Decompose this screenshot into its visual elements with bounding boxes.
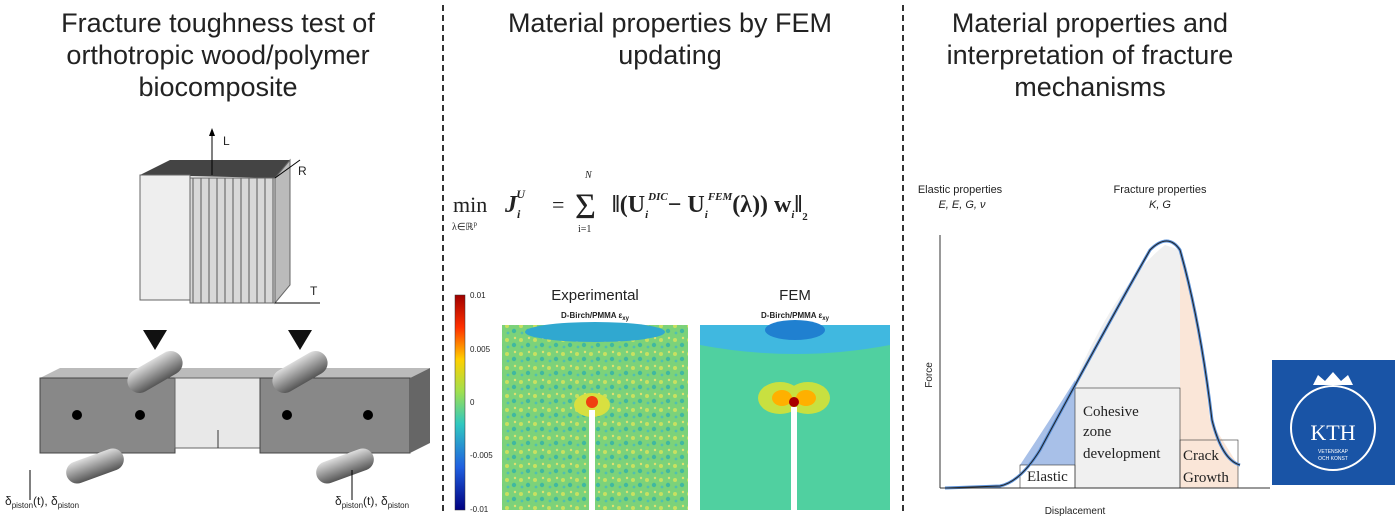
label: VETENSKAP (1318, 449, 1349, 455)
label: min (453, 192, 487, 217)
label: i=1 (578, 224, 591, 235)
label: zone (1083, 424, 1112, 440)
figure: Fracture toughness test of orthotropic w… (0, 0, 1399, 519)
label: N (584, 170, 593, 181)
label: Elastic (1027, 469, 1068, 485)
text-shape: ‖(UiDIC− UiFEM(λ)) wi‖2 (612, 191, 808, 223)
label: -0.01 (470, 505, 489, 514)
label: Elastic properties (918, 184, 1003, 196)
label: (t), δ (363, 494, 388, 508)
label: Growth (1183, 470, 1229, 486)
label: ‖(U (612, 192, 645, 218)
rect-shape (791, 407, 797, 510)
label: Crack (1183, 448, 1219, 464)
label: D-Birch/PMMA ε (761, 311, 822, 320)
label: Fracture toughness test of (61, 8, 375, 38)
ellipse-shape (765, 320, 825, 340)
rect-shape (455, 295, 465, 510)
circle-shape (282, 410, 292, 420)
label: T (310, 284, 318, 298)
text-shape: δpiston(t), δpiston (5, 494, 79, 510)
label: D-Birch/PMMA ε (561, 311, 622, 320)
label: i (517, 207, 521, 221)
ellipse-shape (796, 390, 816, 406)
label: Material properties and (952, 8, 1228, 38)
label: piston (342, 501, 363, 510)
panel-3: Material properties and interpretation o… (918, 8, 1395, 517)
label: R (298, 164, 307, 178)
label: E, E, G, ν (938, 199, 986, 211)
colorbar-ticks: 0.01 0.005 0 -0.005 -0.01 (470, 291, 493, 514)
ellipse-shape (586, 396, 598, 408)
label: xy (822, 316, 829, 322)
label: Displacement (1045, 506, 1106, 517)
ellipse-shape (772, 390, 792, 406)
label: updating (618, 40, 722, 70)
label: 0 (470, 398, 475, 407)
label: − U (668, 192, 705, 218)
label: U (516, 187, 526, 201)
text-shape: λ∈ℝp (452, 220, 477, 233)
label: Σ (575, 186, 596, 226)
label: piston (388, 501, 409, 510)
label: (t), δ (33, 494, 58, 508)
label: 0.005 (470, 345, 491, 354)
formula: min λ∈ℝp JiU = Σ i=1 N ‖(UiDIC− UiFEM(λ)… (452, 170, 808, 235)
label: ‖ (794, 192, 802, 218)
label: piston (12, 501, 33, 510)
polygon-shape (288, 330, 312, 350)
circle-shape (135, 410, 145, 420)
label: development (1083, 446, 1161, 462)
label: Force (924, 362, 935, 388)
label: biocomposite (138, 72, 297, 102)
label: Cohesive (1083, 404, 1139, 420)
text-shape: D-Birch/PMMA εxy (561, 311, 630, 322)
polygon-shape (275, 160, 290, 303)
label: KTH (1310, 420, 1355, 445)
label: piston (58, 501, 79, 510)
label: interpretation of fracture (947, 40, 1234, 70)
label: OCH KONST (1318, 456, 1348, 462)
label: Experimental (551, 287, 639, 304)
text-shape: JiU (504, 187, 526, 221)
polygon-shape (40, 368, 430, 378)
rect-shape (40, 378, 175, 453)
label: (λ)) w (732, 192, 792, 218)
polygon-shape (410, 368, 430, 453)
panel-2: Material properties by FEM updating min … (452, 8, 890, 514)
panel-1: Fracture toughness test of orthotropic w… (5, 8, 430, 510)
label: i (705, 209, 709, 221)
label: Fracture properties (1114, 184, 1207, 196)
label: FEM (707, 191, 734, 203)
label: Material properties by FEM (508, 8, 832, 38)
label: λ∈ℝ (452, 222, 474, 233)
label: = (552, 192, 564, 217)
polygon-shape (143, 330, 167, 350)
ellipse-shape (525, 322, 665, 342)
circle-shape (72, 410, 82, 420)
label: i (645, 209, 649, 221)
label: orthotropic wood/polymer (66, 40, 369, 70)
label: mechanisms (1014, 72, 1166, 102)
label: -0.005 (470, 451, 493, 460)
circle-shape (363, 410, 373, 420)
rect-shape (140, 175, 190, 300)
label: FEM (779, 287, 811, 304)
label: xy (622, 316, 629, 322)
label: K, G (1149, 199, 1171, 211)
label: L (223, 134, 230, 148)
rect-shape (589, 410, 595, 510)
label: p (473, 220, 477, 228)
text-shape: δpiston(t), δpiston (335, 494, 409, 510)
rect-shape (190, 178, 275, 303)
label: 0.01 (470, 291, 486, 300)
label: 2 (802, 211, 808, 223)
circle-shape (789, 397, 799, 407)
label: DIC (647, 191, 668, 203)
polygon-shape (209, 128, 215, 136)
